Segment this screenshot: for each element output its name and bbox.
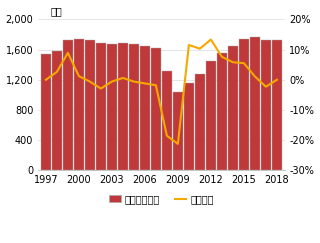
Bar [206, 61, 216, 171]
Bar [261, 41, 270, 171]
Bar [272, 41, 282, 171]
同比增速 [44, 78, 48, 81]
Bar [173, 92, 182, 171]
同比增速 [253, 75, 257, 78]
Bar [129, 44, 139, 171]
Bar [107, 44, 116, 171]
同比增速 [143, 82, 147, 85]
同比增速 [132, 80, 136, 83]
同比增速 [187, 43, 191, 46]
Bar [52, 51, 61, 171]
同比增速 [275, 78, 279, 81]
Bar [184, 83, 194, 171]
同比增速 [99, 87, 103, 90]
Bar [41, 54, 51, 171]
Bar [217, 52, 227, 171]
Bar [195, 74, 204, 171]
同比增速 [88, 80, 92, 83]
Bar [140, 46, 149, 171]
同比增速 [198, 47, 202, 50]
同比增速 [55, 70, 59, 73]
Bar [96, 43, 106, 171]
Bar [250, 37, 260, 171]
Bar [63, 41, 73, 171]
Bar [118, 43, 128, 171]
同比增速 [121, 77, 125, 79]
同比增速 [220, 55, 224, 58]
同比增速 [110, 80, 114, 83]
同比增速 [231, 61, 235, 64]
同比增速 [176, 142, 180, 145]
同比增速 [209, 38, 213, 41]
Bar [151, 48, 161, 171]
同比增速 [77, 75, 81, 78]
Text: 万辆: 万辆 [51, 6, 62, 16]
Bar [85, 40, 94, 171]
Bar [228, 46, 237, 171]
Bar [74, 39, 84, 171]
同比增速 [242, 62, 246, 65]
同比增速 [154, 84, 158, 87]
同比增速 [66, 52, 70, 54]
Bar [239, 39, 249, 171]
Legend: 美国汽车销量, 同比增速: 美国汽车销量, 同比增速 [105, 190, 218, 208]
Bar [162, 71, 172, 171]
Line: 同比增速: 同比增速 [46, 40, 277, 144]
同比增速 [165, 134, 169, 137]
同比增速 [264, 85, 268, 88]
